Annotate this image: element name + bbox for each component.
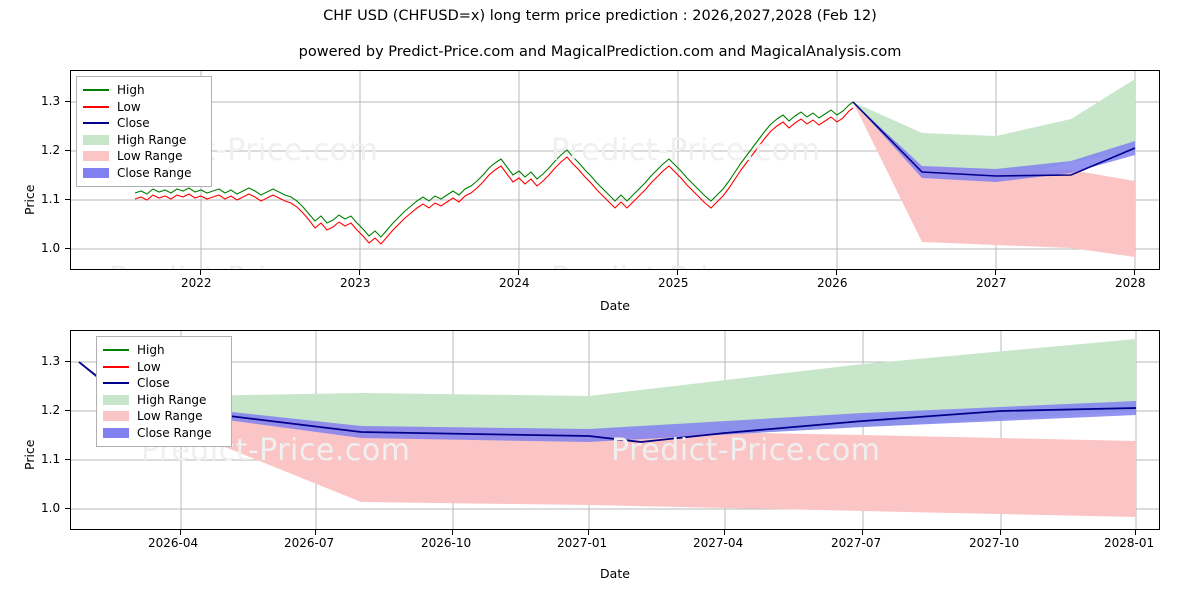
legend-swatch-patch-icon (103, 394, 129, 406)
legend-swatch-line-icon (103, 377, 129, 389)
y-tick-bottom: 1.0 (41, 501, 61, 515)
legend-item-high-range[interactable]: High Range (103, 392, 224, 409)
legend-label: Close Range (137, 425, 212, 440)
x-tick-bottom: 2027-04 (693, 536, 744, 550)
legend-label: Close (117, 116, 150, 131)
plot-area-bottom: Predict-Price.com Predict-Price.com (70, 330, 1160, 530)
legend-swatch-line-icon (83, 84, 109, 96)
x-tick-top: 2024 (499, 276, 530, 290)
plot-svg-top (71, 71, 1159, 269)
series-low-top (134, 107, 854, 245)
legend-item-low[interactable]: Low (103, 359, 224, 376)
y-axis-label-top: Price (22, 184, 37, 216)
page-subtitle: powered by Predict-Price.com and Magical… (298, 44, 902, 60)
legend-item-low-range[interactable]: Low Range (103, 408, 224, 425)
legend-item-high-range[interactable]: High Range (83, 132, 204, 149)
legend-bottom[interactable]: High Low Close High Range Low Range Clos… (96, 336, 232, 447)
legend-item-close[interactable]: Close (103, 375, 224, 392)
legend-label: Close Range (117, 165, 192, 180)
legend-swatch-patch-icon (83, 134, 109, 146)
y-tick-bottom: 1.1 (41, 452, 61, 466)
legend-swatch-patch-icon (103, 410, 129, 422)
x-axis-label-bottom: Date (600, 566, 630, 581)
y-tick-top: 1.3 (41, 94, 61, 108)
page-title: CHF USD (CHFUSD=x) long term price predi… (323, 8, 877, 24)
y-tick-top: 1.1 (41, 192, 61, 206)
x-tick-top: 2023 (340, 276, 371, 290)
plot-area-top: Predict-Price.com Predict-Price.com Pred… (70, 70, 1160, 270)
legend-label: High Range (117, 132, 187, 147)
legend-item-high[interactable]: High (83, 82, 204, 99)
legend-swatch-line-icon (103, 344, 129, 356)
legend-swatch-line-icon (83, 117, 109, 129)
legend-label: Low (117, 99, 141, 114)
x-tick-top: 2026 (817, 276, 848, 290)
x-tick-bottom: 2026-10 (421, 536, 472, 550)
legend-label: Low Range (137, 409, 203, 424)
x-tick-bottom: 2028-01 (1104, 536, 1155, 550)
band-high-range-top (853, 79, 1135, 182)
plot-svg-bottom (71, 331, 1159, 529)
legend-label: High Range (137, 392, 207, 407)
legend-label: Low Range (117, 149, 183, 164)
x-tick-top: 2027 (976, 276, 1007, 290)
legend-label: High (117, 83, 145, 98)
legend-label: Close (137, 376, 170, 391)
legend-swatch-patch-icon (103, 427, 129, 439)
x-tick-top: 2025 (658, 276, 689, 290)
legend-label: Low (137, 359, 161, 374)
x-tick-bottom: 2026-07 (284, 536, 335, 550)
legend-item-close-range[interactable]: Close Range (103, 425, 224, 442)
x-axis-label-top: Date (600, 298, 630, 313)
legend-item-low-range[interactable]: Low Range (83, 148, 204, 165)
legend-item-close[interactable]: Close (83, 115, 204, 132)
y-tick-top: 1.2 (41, 143, 61, 157)
series-high-top (134, 101, 854, 238)
x-tick-bottom: 2026-04 (148, 536, 199, 550)
legend-item-close-range[interactable]: Close Range (83, 165, 204, 182)
series-close-top (852, 101, 1136, 177)
legend-item-low[interactable]: Low (83, 99, 204, 116)
legend-label: High (137, 343, 165, 358)
x-tick-top: 2022 (181, 276, 212, 290)
series-close-bottom (78, 361, 1137, 443)
legend-top[interactable]: High Low Close High Range Low Range Clos… (76, 76, 212, 187)
legend-swatch-line-icon (83, 101, 109, 113)
legend-item-high[interactable]: High (103, 342, 224, 359)
y-tick-bottom: 1.2 (41, 403, 61, 417)
y-axis-label-bottom: Price (22, 439, 37, 471)
x-tick-bottom: 2027-10 (969, 536, 1020, 550)
legend-swatch-patch-icon (83, 167, 109, 179)
x-tick-bottom: 2027-07 (831, 536, 882, 550)
y-tick-bottom: 1.3 (41, 354, 61, 368)
x-tick-bottom: 2027-01 (557, 536, 608, 550)
legend-swatch-patch-icon (83, 150, 109, 162)
x-tick-top: 2028 (1115, 276, 1146, 290)
y-tick-top: 1.0 (41, 241, 61, 255)
band-close-range-top (853, 102, 1135, 182)
legend-swatch-line-icon (103, 361, 129, 373)
band-close-range-bottom (79, 362, 1136, 442)
